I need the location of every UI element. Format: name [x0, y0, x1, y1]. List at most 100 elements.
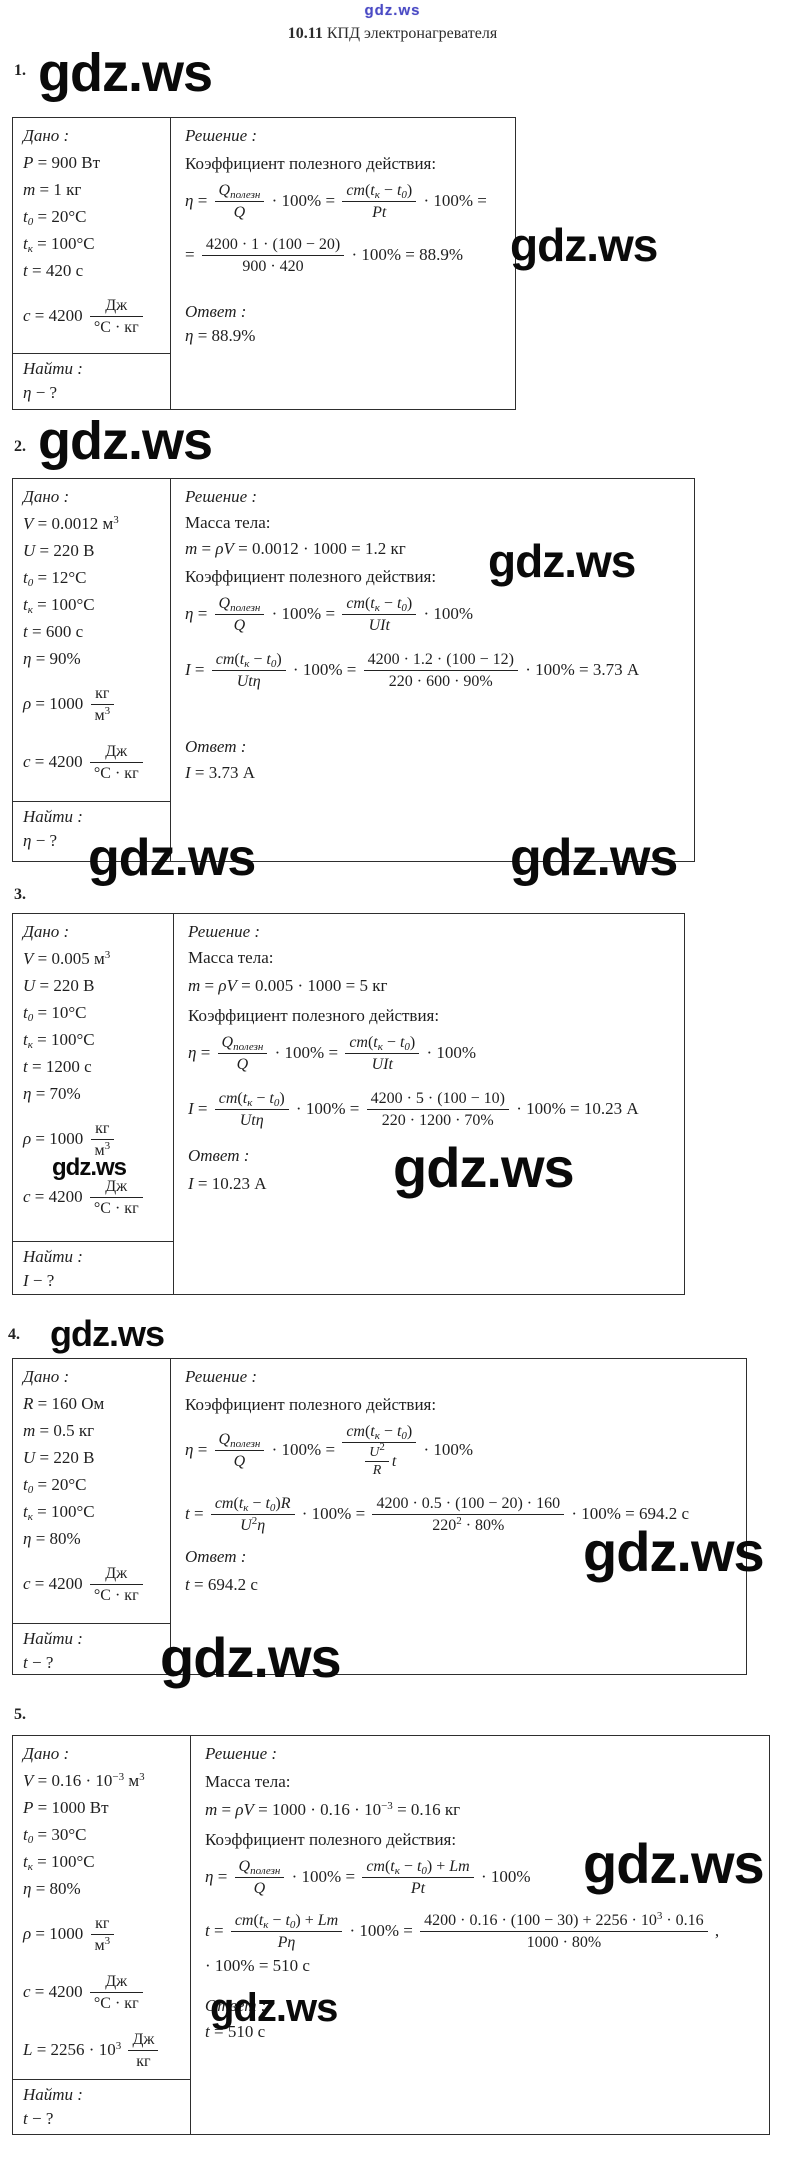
otvet-header: Ответ :: [185, 1547, 247, 1567]
fraction: Qполезн Q: [234, 1857, 285, 1899]
title-number: 10.11: [287, 25, 323, 42]
fraction: Дж °C · кг: [89, 296, 143, 338]
watermark: gdz.ws: [488, 535, 636, 587]
fraction: кг м3: [90, 684, 115, 726]
solution-math-line: = 4200 · 1 · (100 − 20) 900 · 420 · 100% …: [185, 235, 464, 277]
watermark: gdz.ws: [210, 1986, 338, 2030]
find-row: t − ?: [23, 1653, 54, 1672]
solution-math-line: η = Qполезн Q · 100% = cm(tк − t0) + Lm Pt…: [205, 1857, 531, 1899]
fraction: U2 R: [365, 1442, 389, 1479]
given-row: ρ = 1000 кг м3: [23, 1118, 169, 1162]
solution-text-line: Коэффициент полезного действия:: [205, 1830, 457, 1849]
problem-number: 2.: [14, 438, 26, 455]
given-row: V = 0.005 м3: [23, 949, 111, 968]
problem-box: Дано : P = 900 Вт m = 1 кг t0 = 20°C tк = 10…: [12, 117, 516, 410]
problem-box: Дано : V = 0.005 м3 U = 220 В t0 = 10°C tк =…: [12, 913, 685, 1295]
given-row: tк = 100°C: [23, 1502, 95, 1523]
solution-math-line: m = ρV = 0.005 · 1000 = 5 кг: [188, 976, 388, 995]
naiti-header: Найти :: [23, 1629, 83, 1648]
watermark: gdz.ws: [583, 1520, 765, 1583]
solution-math-line: · 100% = 510 с: [205, 1956, 310, 1975]
given-row: U = 220 В: [23, 976, 95, 995]
problem-box: Дано : V = 0.16 · 10−3 м3 P = 1000 Вт t0 = …: [12, 1735, 770, 2135]
given-row: ρ = 1000 кг м3: [23, 1913, 186, 1957]
otvet-header: Ответ :: [185, 737, 247, 756]
solution-column: Решение : Масса тела: m = ρV = 0.0012 · 10…: [171, 479, 694, 861]
solution-text-line: Масса тела:: [205, 1772, 291, 1791]
naiti-header: Найти :: [23, 2085, 83, 2104]
given-row: η = 90%: [23, 649, 81, 668]
solution-text-line: Масса тела:: [185, 513, 271, 532]
given-row: U = 220 В: [23, 1448, 95, 1467]
watermark: gdz.ws: [510, 219, 658, 271]
fraction: Дж °C · кг: [89, 742, 143, 784]
fraction: cm(tк − t0) UIt: [345, 1033, 420, 1075]
solution-math-line: η = Qполезн Q · 100% = cm(tк − t0) UIt · 1…: [185, 594, 474, 636]
fraction: кг м3: [90, 1119, 115, 1161]
dano-header: Дано :: [23, 1744, 70, 1763]
fraction: cm(tк − t0) + Lm Pt: [362, 1857, 474, 1899]
problem-number: 3.: [14, 886, 26, 903]
fraction: cm(tк − t0) Utη: [211, 650, 286, 692]
title-text: КПД электронагревателя: [322, 25, 498, 42]
find-section: Найти : t − ?: [13, 2079, 190, 2134]
find-row: t − ?: [23, 2109, 54, 2128]
given-row: tк = 100°C: [23, 1030, 95, 1051]
dano-header: Дано :: [23, 922, 70, 941]
given-row: t0 = 12°C: [23, 568, 87, 589]
otvet-header: Ответ :: [185, 302, 247, 321]
reshenie-header: Решение :: [205, 1744, 278, 1763]
given-row: c = 4200 Дж °C · кг: [23, 1176, 169, 1220]
given-column: Дано : V = 0.16 · 10−3 м3 P = 1000 Вт t0 = …: [13, 1736, 191, 2134]
dano-header: Дано :: [23, 1367, 70, 1386]
solution-text-line: Коэффициент полезного действия:: [185, 154, 437, 173]
otvet-header: Ответ :: [188, 1146, 250, 1165]
given-row: R = 160 Ом: [23, 1394, 105, 1413]
watermark: gdz.ws: [38, 411, 213, 471]
given-row: c = 4200 Дж °C · кг: [23, 295, 166, 339]
given-row: t0 = 10°C: [23, 1003, 87, 1024]
find-row: η − ?: [23, 383, 58, 402]
naiti-header: Найти :: [23, 1247, 83, 1266]
fraction: cm(tк − t0)R U2η: [210, 1494, 295, 1536]
given-row: U = 220 В: [23, 541, 95, 560]
site-logo: gdz.ws: [364, 2, 421, 19]
naiti-header: Найти :: [23, 359, 83, 378]
given-row: V = 0.0012 м3: [23, 514, 119, 533]
given-row: c = 4200 Дж °C · кг: [23, 1971, 186, 2015]
fraction: cm(tк − t0) Utη: [214, 1089, 289, 1131]
given-row: η = 80%: [23, 1529, 81, 1548]
solution-text-line: Коэффициент полезного действия:: [188, 1006, 440, 1025]
given-row: tк = 100°C: [23, 1852, 95, 1873]
given-row: η = 70%: [23, 1084, 81, 1103]
solution-math-line: I = 10.23 А: [188, 1174, 267, 1193]
fraction: Qполезн Q: [214, 594, 265, 636]
find-section: Найти : η − ?: [13, 801, 170, 861]
solution-math-line: t = cm(tк − t0) + Lm Pη · 100% = 4200 · 0…: [205, 1910, 720, 1953]
solution-column: Решение : Коэффициент полезного действия:…: [171, 1359, 746, 1674]
solution-column: Решение : Масса тела: m = ρV = 1000 · 0.16…: [191, 1736, 769, 2134]
fraction: cm(tк − t0) UIt: [342, 594, 417, 636]
given-row: t0 = 30°C: [23, 1825, 87, 1846]
solution-math-line: t = 694.2 с: [185, 1575, 258, 1595]
reshenie-header: Решение :: [185, 1367, 258, 1386]
problem-number: 1.: [14, 62, 26, 79]
problem-number: 5.: [14, 1706, 26, 1723]
find-section: Найти : t − ?: [13, 1623, 170, 1674]
solution-text-line: Коэффициент полезного действия:: [185, 1395, 437, 1414]
given-column: Дано : R = 160 Ом m = 0.5 кг U = 220 В t0 = …: [13, 1359, 171, 1674]
given-row: P = 1000 Вт: [23, 1798, 109, 1817]
solution-math-line: I = cm(tк − t0) Utη · 100% = 4200 · 1.2 ·…: [185, 650, 640, 692]
given-row: t = 600 с: [23, 622, 84, 641]
fraction: 4200 · 0.16 · (100 − 30) + 2256 · 103 · …: [420, 1911, 708, 1953]
watermark: gdz.ws: [52, 1154, 127, 1181]
fraction: 4200 · 1 · (100 − 20) 900 · 420: [201, 235, 345, 277]
fraction: 4200 · 0.5 · (100 − 20) · 160 2202 · 80%: [372, 1494, 565, 1536]
given-row: t = 1200 с: [23, 1057, 92, 1076]
solution-math-line: t = cm(tк − t0)R U2η · 100% = 4200 · 0.5 …: [185, 1494, 690, 1536]
naiti-header: Найти :: [23, 807, 83, 826]
solution-math-line: m = ρV = 0.0012 · 1000 = 1.2 кг: [185, 539, 406, 558]
